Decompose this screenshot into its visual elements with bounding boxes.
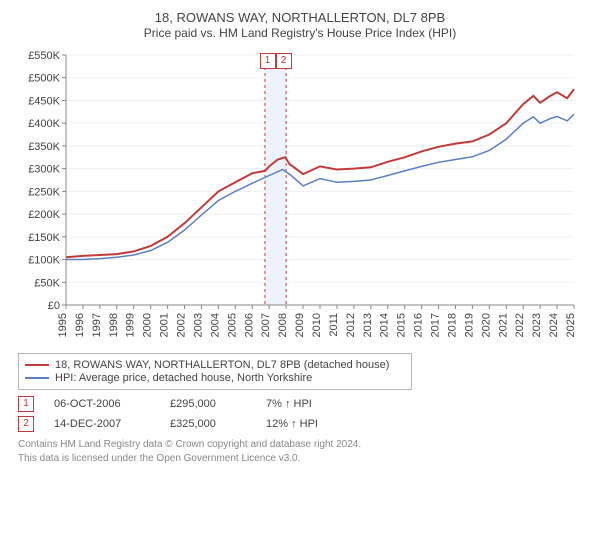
legend: 18, ROWANS WAY, NORTHALLERTON, DL7 8PB (… bbox=[18, 353, 412, 390]
event-marker: 1 bbox=[18, 396, 34, 412]
event-row: 2 14-DEC-2007 £325,000 12% ↑ HPI bbox=[18, 416, 582, 432]
footer: Contains HM Land Registry data © Crown c… bbox=[18, 438, 582, 465]
event-pct: 12% ↑ HPI bbox=[266, 418, 356, 430]
legend-item: HPI: Average price, detached house, Nort… bbox=[25, 372, 405, 384]
title-main: 18, ROWANS WAY, NORTHALLERTON, DL7 8PB bbox=[18, 10, 582, 26]
event-marker: 2 bbox=[18, 416, 34, 432]
event-row: 1 06-OCT-2006 £295,000 7% ↑ HPI bbox=[18, 396, 582, 412]
event-date: 06-OCT-2006 bbox=[54, 398, 154, 410]
event-price: £295,000 bbox=[170, 398, 250, 410]
chart-marker-2: 2 bbox=[276, 53, 292, 69]
legend-label: 18, ROWANS WAY, NORTHALLERTON, DL7 8PB (… bbox=[55, 359, 389, 371]
chart-area: £0£50K£100K£150K£200K£250K£300K£350K£400… bbox=[18, 47, 582, 347]
chart-marker-1: 1 bbox=[260, 53, 276, 69]
legend-swatch bbox=[25, 377, 49, 379]
event-date: 14-DEC-2007 bbox=[54, 418, 154, 430]
footer-line1: Contains HM Land Registry data © Crown c… bbox=[18, 438, 582, 452]
chart-titles: 18, ROWANS WAY, NORTHALLERTON, DL7 8PB P… bbox=[18, 10, 582, 41]
sale-events: 1 06-OCT-2006 £295,000 7% ↑ HPI 2 14-DEC-2007… bbox=[18, 396, 582, 432]
legend-item: 18, ROWANS WAY, NORTHALLERTON, DL7 8PB (… bbox=[25, 359, 405, 371]
title-sub: Price paid vs. HM Land Registry's House … bbox=[18, 26, 582, 41]
footer-line2: This data is licensed under the Open Gov… bbox=[18, 452, 582, 466]
legend-swatch bbox=[25, 364, 49, 366]
event-pct: 7% ↑ HPI bbox=[266, 398, 356, 410]
chart-markers: 12 bbox=[18, 47, 582, 347]
legend-label: HPI: Average price, detached house, Nort… bbox=[55, 372, 312, 384]
event-price: £325,000 bbox=[170, 418, 250, 430]
